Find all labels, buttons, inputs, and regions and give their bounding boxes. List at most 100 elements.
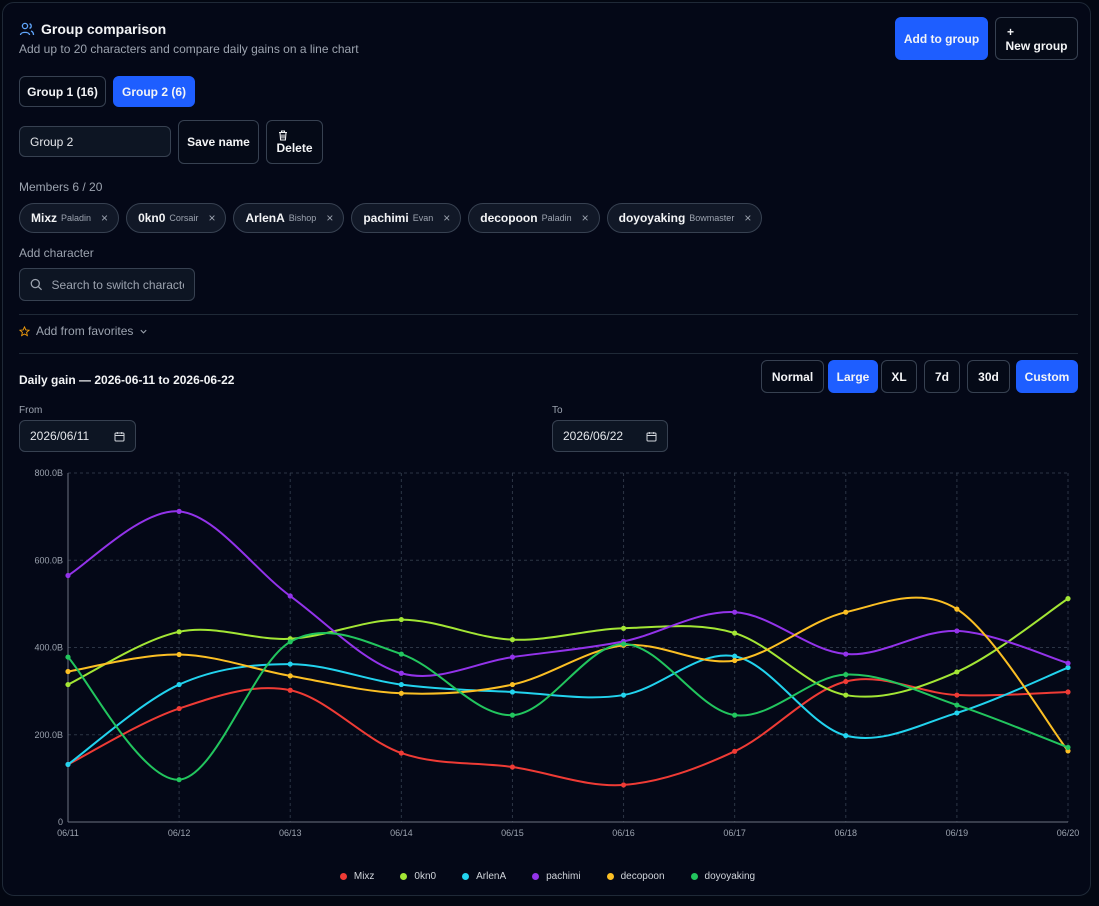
range-30d-button[interactable]: 30d bbox=[967, 360, 1010, 393]
legend-label: ArlenA bbox=[476, 871, 507, 882]
y-tick-label: 800.0B bbox=[34, 468, 63, 478]
favorites-toggle[interactable]: Add from favorites bbox=[19, 324, 148, 338]
data-point bbox=[620, 782, 627, 788]
member-chip[interactable]: decopoon Paladin × bbox=[468, 203, 600, 233]
data-point bbox=[732, 712, 738, 718]
trash-icon bbox=[279, 129, 287, 141]
size-large-button[interactable]: Large bbox=[828, 360, 878, 393]
member-name: ArlenA bbox=[245, 211, 285, 225]
data-point bbox=[732, 630, 738, 636]
calendar-icon bbox=[646, 431, 657, 441]
remove-member-icon[interactable]: × bbox=[443, 211, 451, 225]
legend-item[interactable]: decopoon bbox=[606, 871, 665, 882]
size-xl-button[interactable]: XL bbox=[881, 360, 917, 393]
remove-member-icon[interactable]: × bbox=[208, 211, 216, 225]
save-name-button[interactable]: Save name bbox=[178, 120, 259, 164]
data-point bbox=[65, 761, 71, 768]
member-chip[interactable]: Mixz Paladin × bbox=[19, 203, 120, 233]
data-point bbox=[176, 651, 182, 658]
new-group-label: New group bbox=[1005, 38, 1068, 53]
data-point bbox=[732, 748, 738, 754]
search-placeholder: Search to switch characte bbox=[51, 277, 184, 292]
data-point bbox=[176, 681, 182, 688]
remove-member-icon[interactable]: × bbox=[101, 211, 109, 225]
to-date-value: 2026/06/22 bbox=[563, 429, 624, 443]
data-point bbox=[287, 593, 293, 599]
legend-item[interactable]: Mixz bbox=[339, 871, 375, 882]
series-line-ArlenA bbox=[67, 654, 1069, 766]
member-class: Paladin bbox=[541, 213, 572, 223]
page-title: Group comparison bbox=[41, 21, 167, 37]
legend-item[interactable]: pachimi bbox=[532, 871, 581, 882]
y-tick-label: 0 bbox=[58, 817, 63, 827]
group-name-input[interactable]: Group 2 bbox=[19, 126, 171, 157]
data-point bbox=[509, 764, 516, 770]
chart-title: Daily gain — 2026-06-11 to 2026-06-22 bbox=[19, 373, 235, 387]
legend-label: decopoon bbox=[620, 871, 665, 882]
range-custom-button[interactable]: Custom bbox=[1016, 360, 1078, 393]
data-point bbox=[176, 629, 182, 635]
x-tick-label: 06/14 bbox=[390, 828, 413, 838]
chart-legend: Mixz 0kn0 ArlenA pachimi decopoon doyoyaking bbox=[3, 871, 1092, 882]
legend-swatch bbox=[462, 873, 470, 880]
data-point bbox=[176, 705, 182, 712]
data-point bbox=[620, 625, 627, 631]
data-point bbox=[287, 661, 293, 667]
delete-button[interactable]: Delete bbox=[266, 120, 323, 164]
data-point bbox=[954, 710, 960, 716]
data-point bbox=[398, 616, 404, 623]
data-point bbox=[1065, 689, 1071, 695]
tab-group-1[interactable]: Group 1 (16) bbox=[19, 76, 106, 107]
legend-item[interactable]: doyoyaking bbox=[690, 871, 755, 882]
legend-item[interactable]: 0kn0 bbox=[400, 871, 436, 882]
member-chip[interactable]: pachimi Evan × bbox=[351, 203, 462, 233]
data-point bbox=[843, 678, 849, 685]
tab-group-2[interactable]: Group 2 (6) bbox=[113, 76, 195, 107]
x-tick-label: 06/13 bbox=[279, 828, 302, 838]
add-to-group-button[interactable]: Add to group bbox=[895, 17, 988, 60]
plus-icon: + bbox=[1007, 24, 1015, 39]
member-chip[interactable]: 0kn0 Corsair × bbox=[126, 203, 227, 233]
legend-label: Mixz bbox=[353, 871, 375, 882]
member-chip[interactable]: ArlenA Bishop × bbox=[233, 203, 345, 233]
from-date-input[interactable]: 2026/06/11 bbox=[19, 420, 136, 452]
divider bbox=[19, 353, 1078, 354]
from-label: From bbox=[19, 405, 43, 416]
data-point bbox=[954, 669, 960, 675]
data-point bbox=[509, 637, 516, 643]
users-icon bbox=[19, 22, 35, 36]
data-point bbox=[398, 750, 404, 756]
calendar-icon bbox=[114, 431, 125, 441]
size-normal-button[interactable]: Normal bbox=[761, 360, 824, 393]
series-line-0kn0 bbox=[67, 597, 1069, 698]
data-point bbox=[176, 777, 182, 783]
favorites-label: Add from favorites bbox=[36, 324, 134, 338]
legend-item[interactable]: ArlenA bbox=[462, 871, 506, 882]
data-point bbox=[509, 681, 516, 688]
legend-label: 0kn0 bbox=[414, 871, 437, 882]
remove-member-icon[interactable]: × bbox=[744, 211, 752, 225]
y-tick-label: 200.0B bbox=[34, 730, 63, 740]
series-line-Mixz bbox=[67, 678, 1069, 787]
data-point bbox=[732, 653, 738, 659]
series-line-decopoon bbox=[67, 596, 1069, 752]
x-tick-label: 06/19 bbox=[946, 828, 969, 838]
y-tick-label: 600.0B bbox=[34, 555, 63, 565]
member-chip[interactable]: doyoyaking Bowmaster × bbox=[606, 203, 763, 233]
series-line-doyoyaking bbox=[67, 631, 1069, 781]
remove-member-icon[interactable]: × bbox=[581, 211, 589, 225]
data-point bbox=[398, 670, 404, 676]
series-line-pachimi bbox=[67, 510, 1069, 677]
data-point bbox=[509, 689, 516, 695]
data-point bbox=[843, 671, 849, 678]
member-class: Evan bbox=[412, 213, 434, 223]
star-icon bbox=[19, 325, 30, 337]
to-date-input[interactable]: 2026/06/22 bbox=[552, 420, 668, 452]
range-7d-button[interactable]: 7d bbox=[924, 360, 960, 393]
x-tick-label: 06/16 bbox=[612, 828, 635, 838]
character-search-input[interactable]: Search to switch characte bbox=[19, 268, 195, 301]
new-group-button[interactable]: + New group bbox=[995, 17, 1078, 60]
member-name: 0kn0 bbox=[138, 211, 166, 225]
data-point bbox=[954, 606, 960, 612]
remove-member-icon[interactable]: × bbox=[326, 211, 334, 225]
